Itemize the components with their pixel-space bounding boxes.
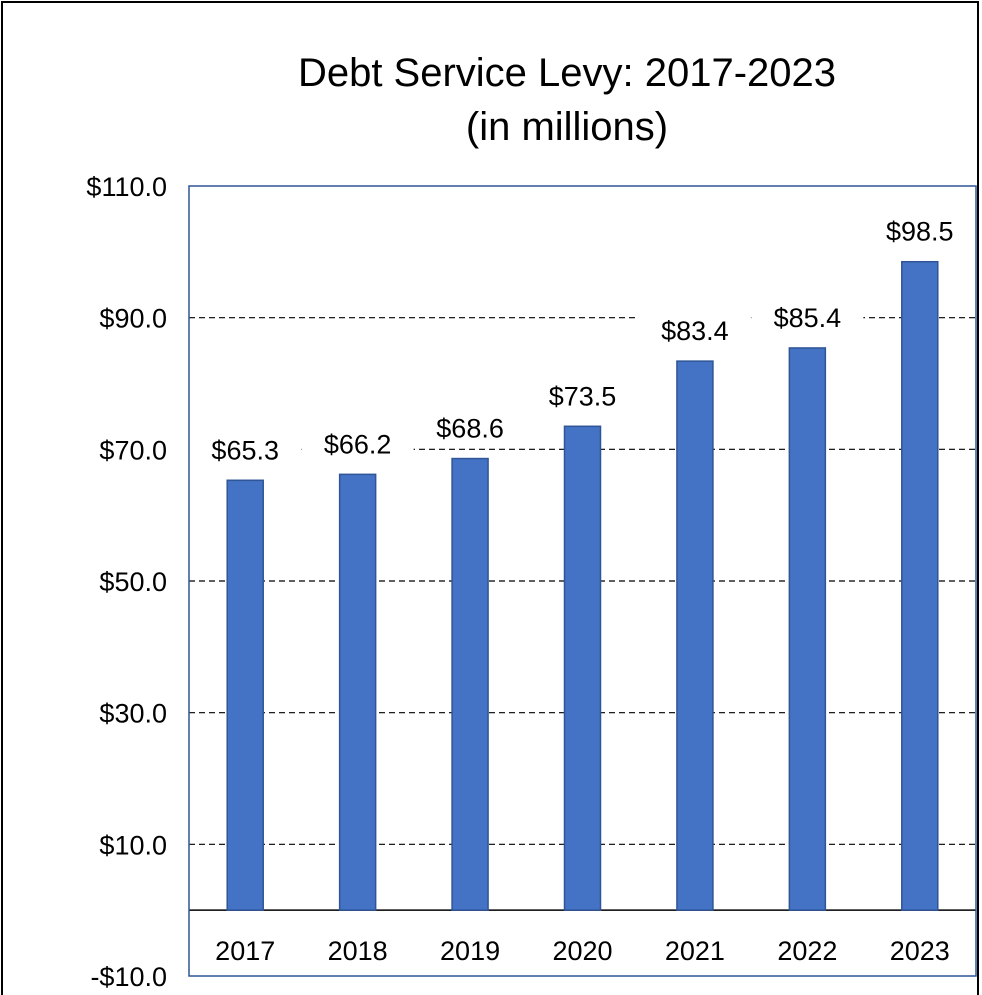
data-label-background (863, 215, 976, 248)
plot-area-border (188, 185, 977, 977)
y-tick-label: $30.0 (99, 699, 167, 729)
x-tick-label: 2018 (328, 936, 388, 966)
data-label-background (751, 301, 864, 334)
y-tick-label: $90.0 (99, 304, 167, 334)
bar-2020 (563, 425, 602, 911)
bar-2022 (788, 347, 827, 911)
y-tick-label: $110.0 (86, 172, 167, 202)
x-tick-label: 2017 (215, 936, 275, 966)
bar-2021 (676, 360, 714, 911)
chart-title-line-2: (in millions) (466, 105, 668, 149)
data-label-background (301, 428, 414, 461)
data-label-2020: $73.5 (549, 381, 617, 411)
data-label-background (526, 380, 639, 413)
data-label-background (414, 412, 527, 445)
data-label-2017: $65.3 (211, 435, 279, 465)
data-label-2022: $85.4 (774, 303, 842, 333)
y-tick-label: $10.0 (99, 830, 167, 860)
data-label-background (189, 434, 302, 467)
x-tick-label: 2019 (440, 936, 500, 966)
bar-2019 (451, 457, 489, 911)
x-tick-label: 2023 (890, 936, 950, 966)
data-label-background (638, 315, 751, 348)
data-label-2018: $66.2 (324, 429, 392, 459)
x-tick-label: 2020 (552, 936, 612, 966)
x-tick-label: 2021 (665, 936, 725, 966)
chart-title: Debt Service Levy: 2017-2023 (in million… (298, 51, 836, 149)
bar-2023 (901, 260, 939, 911)
y-tick-label: -$10.0 (90, 962, 167, 992)
data-label-2021: $83.4 (661, 316, 729, 346)
data-labels: $65.3 $66.2 $68.6 $73.5 $83.4 $85.4 $98.5 (189, 215, 976, 467)
y-axis-ticks: -$10.0 $10.0 $30.0 $50.0 $70.0 $90.0 $110.0 (86, 172, 167, 992)
y-tick-label: $70.0 (99, 435, 167, 465)
x-axis-ticks: 2017 2018 2019 2020 2021 2022 2023 (215, 936, 950, 966)
bar-2017 (226, 479, 264, 911)
bars (226, 260, 939, 911)
data-label-2023: $98.5 (886, 217, 954, 247)
bar-2018 (338, 473, 377, 911)
data-label-2019: $68.6 (436, 414, 504, 444)
chart-title-line-1: Debt Service Levy: 2017-2023 (298, 51, 836, 95)
x-tick-label: 2022 (777, 936, 837, 966)
y-tick-label: $50.0 (99, 567, 167, 597)
